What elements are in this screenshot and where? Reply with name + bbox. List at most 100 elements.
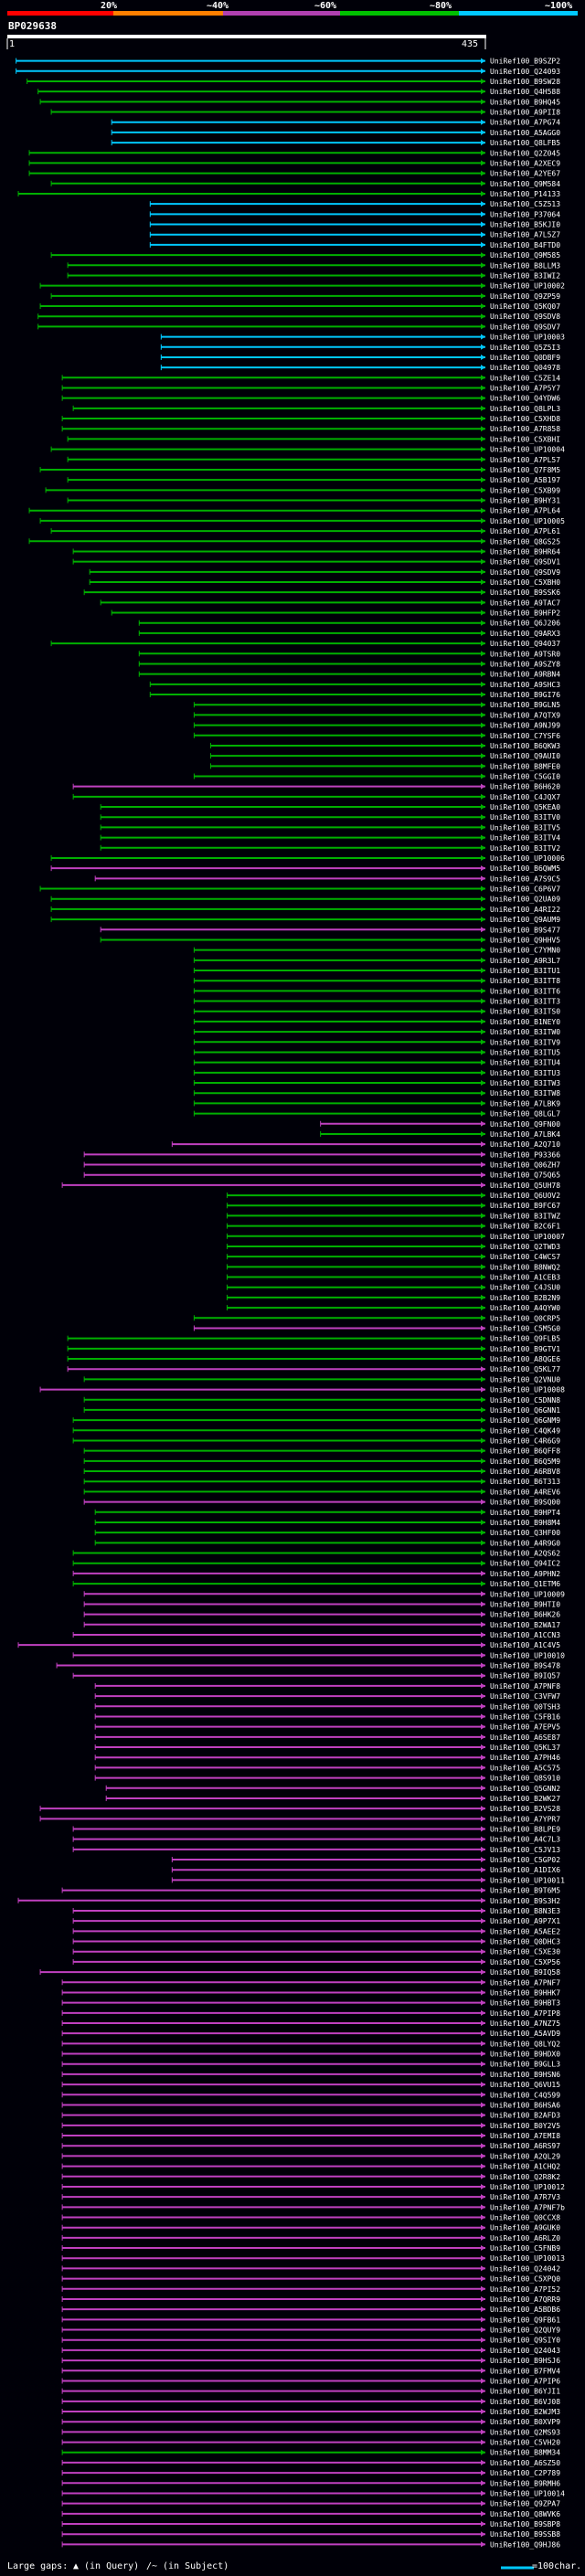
hit-label[interactable]: UniRef100_C5XBH0 <box>490 578 560 587</box>
hit-label[interactable]: UniRef100_B3ITW0 <box>490 1028 560 1036</box>
hit-row[interactable]: UniRef100_Q2VNU0 <box>83 1375 560 1383</box>
hit-row[interactable]: UniRef100_B9HHK7 <box>61 1988 560 1997</box>
hit-row[interactable]: UniRef100_Q8LFB5 <box>111 139 560 147</box>
hit-label[interactable]: UniRef100_A2QL29 <box>490 2152 560 2160</box>
hit-row[interactable]: UniRef100_Q9SDV8 <box>37 313 561 321</box>
hit-label[interactable]: UniRef100_B8LPE9 <box>490 1825 560 1833</box>
hit-row[interactable]: UniRef100_C4JSU0 <box>226 1284 560 1292</box>
hit-row[interactable]: UniRef100_B3ITU1 <box>193 967 560 975</box>
hit-label[interactable]: UniRef100_B6Q5M9 <box>490 1458 560 1466</box>
hit-row[interactable]: UniRef100_Q0DHC3 <box>72 1938 560 1946</box>
hit-row[interactable]: UniRef100_B8N3E3 <box>72 1907 560 1915</box>
hit-label[interactable]: UniRef100_Q9AUM9 <box>490 916 560 924</box>
hit-label[interactable]: UniRef100_C4Q599 <box>490 2091 560 2099</box>
hit-label[interactable]: UniRef100_Q2VNU0 <box>490 1375 560 1383</box>
hit-label[interactable]: UniRef100_A9NJ99 <box>490 722 560 730</box>
hit-label[interactable]: UniRef100_Q9FLB5 <box>490 1335 560 1343</box>
hit-label[interactable]: UniRef100_B9SQ00 <box>490 1499 560 1507</box>
hit-label[interactable]: UniRef100_B9HFP2 <box>490 610 560 618</box>
hit-label[interactable]: UniRef100_B6QFF8 <box>490 1447 560 1456</box>
hit-label[interactable]: UniRef100_C5XHD8 <box>490 415 560 423</box>
hit-label[interactable]: UniRef100_A7R858 <box>490 425 560 433</box>
hit-label[interactable]: UniRef100_Q4H588 <box>490 88 560 96</box>
hit-row[interactable]: UniRef100_C5XBH0 <box>89 578 560 587</box>
hit-label[interactable]: UniRef100_C5XP56 <box>490 1958 560 1966</box>
hit-row[interactable]: UniRef100_B2B2N9 <box>226 1294 560 1302</box>
hit-label[interactable]: UniRef100_B9SZP2 <box>490 58 560 66</box>
hit-row[interactable]: UniRef100_Q9ARX3 <box>138 630 560 638</box>
hit-label[interactable]: UniRef100_Q6J206 <box>490 620 560 628</box>
hit-row[interactable]: UniRef100_A5BDB6 <box>61 2306 560 2314</box>
hit-label[interactable]: UniRef100_C4JSU0 <box>490 1284 560 1292</box>
hit-row[interactable]: UniRef100_Q6GNM9 <box>72 1416 560 1425</box>
hit-row[interactable]: UniRef100_P37064 <box>149 210 560 218</box>
hit-row[interactable]: UniRef100_Q8LGL7 <box>193 1110 560 1118</box>
hit-row[interactable]: UniRef100_B4FTD0 <box>149 241 560 249</box>
hit-label[interactable]: UniRef100_UP10012 <box>490 2183 565 2191</box>
hit-label[interactable]: UniRef100_C5M5G0 <box>490 1324 560 1332</box>
hit-row[interactable]: UniRef100_C5M5G0 <box>193 1324 560 1332</box>
hit-row[interactable]: UniRef100_Q5KL37 <box>94 1744 560 1752</box>
hit-row[interactable]: UniRef100_A9PHN2 <box>72 1570 560 1578</box>
hit-row[interactable]: UniRef100_B9HPT4 <box>94 1509 560 1517</box>
hit-row[interactable]: UniRef100_B6H620 <box>72 783 560 791</box>
hit-label[interactable]: UniRef100_B7FMV4 <box>490 2367 560 2375</box>
hit-row[interactable]: UniRef100_A7P5Y7 <box>61 384 560 392</box>
hit-row[interactable]: UniRef100_Q7F8M5 <box>39 466 560 474</box>
hit-label[interactable]: UniRef100_B9HY31 <box>490 497 560 505</box>
hit-row[interactable]: UniRef100_UP10010 <box>72 1651 565 1659</box>
hit-label[interactable]: UniRef100_B2WJM3 <box>490 2408 560 2416</box>
hit-row[interactable]: UniRef100_A5B197 <box>67 476 560 484</box>
hit-label[interactable]: UniRef100_Q2MS93 <box>490 2428 560 2436</box>
hit-label[interactable]: UniRef100_A7EMI8 <box>490 2132 560 2140</box>
hit-row[interactable]: UniRef100_B9SSB8 <box>61 2530 560 2539</box>
hit-label[interactable]: UniRef100_A9R3L7 <box>490 957 560 965</box>
hit-row[interactable]: UniRef100_C5GP02 <box>171 1856 560 1864</box>
hit-label[interactable]: UniRef100_B2C6F1 <box>490 1223 560 1231</box>
hit-label[interactable]: UniRef100_C4WCS7 <box>490 1253 560 1261</box>
hit-row[interactable]: UniRef100_B8LLM3 <box>67 261 560 270</box>
hit-row[interactable]: UniRef100_B9HY31 <box>67 497 560 505</box>
hit-row[interactable]: UniRef100_B0Y2V5 <box>61 2122 560 2130</box>
hit-row[interactable]: UniRef100_P14133 <box>17 190 560 198</box>
hit-row[interactable]: UniRef100_Q9HJ86 <box>61 2540 560 2549</box>
hit-label[interactable]: UniRef100_Q8LGL7 <box>490 1110 560 1118</box>
hit-label[interactable]: UniRef100_Q24042 <box>490 2264 560 2273</box>
hit-label[interactable]: UniRef100_B3ITV4 <box>490 834 560 843</box>
hit-row[interactable]: UniRef100_B9FC67 <box>226 1202 560 1210</box>
hit-label[interactable]: UniRef100_Q8GS25 <box>490 537 560 546</box>
hit-label[interactable]: UniRef100_A7PL57 <box>490 456 560 464</box>
hit-label[interactable]: UniRef100_B6YJI1 <box>490 2388 560 2396</box>
hit-label[interactable]: UniRef100_B9T6M5 <box>490 1887 560 1895</box>
hit-label[interactable]: UniRef100_Q5Z5I3 <box>490 344 560 352</box>
hit-label[interactable]: UniRef100_Q4YDW6 <box>490 395 560 403</box>
hit-label[interactable]: UniRef100_Q2UA09 <box>490 896 560 904</box>
hit-label[interactable]: UniRef100_Q9SDV8 <box>490 313 560 321</box>
hit-row[interactable]: UniRef100_Q75Q65 <box>83 1171 560 1180</box>
hit-row[interactable]: UniRef100_A7R7V3 <box>61 2193 560 2201</box>
hit-row[interactable]: UniRef100_UP10009 <box>83 1590 565 1598</box>
hit-row[interactable]: UniRef100_A7YPR7 <box>39 1815 560 1823</box>
hit-row[interactable]: UniRef100_B5KJI0 <box>149 221 560 229</box>
hit-row[interactable]: UniRef100_UP10013 <box>61 2254 565 2263</box>
hit-row[interactable]: UniRef100_Q4H588 <box>37 88 561 96</box>
hit-label[interactable]: UniRef100_B9S478 <box>490 1662 560 1670</box>
hit-label[interactable]: UniRef100_A6SZ50 <box>490 2459 560 2467</box>
hit-label[interactable]: UniRef100_C4JQX7 <box>490 793 560 801</box>
hit-label[interactable]: UniRef100_A7EPV5 <box>490 1723 560 1732</box>
hit-label[interactable]: UniRef100_Q5KL77 <box>490 1365 560 1373</box>
hit-label[interactable]: UniRef100_P93366 <box>490 1150 560 1159</box>
hit-row[interactable]: UniRef100_B3ITW8 <box>193 1089 560 1097</box>
hit-row[interactable]: UniRef100_B3ITV4 <box>100 834 560 843</box>
hit-label[interactable]: UniRef100_Q9ZPA7 <box>490 2500 560 2508</box>
hit-row[interactable]: UniRef100_B3ITV5 <box>100 823 560 832</box>
hit-row[interactable]: UniRef100_A9TAC7 <box>100 599 560 607</box>
hit-row[interactable]: UniRef100_Q04978 <box>160 364 560 372</box>
hit-row[interactable]: UniRef100_Q8GS25 <box>28 537 560 546</box>
hit-row[interactable]: UniRef100_B6T313 <box>83 1478 560 1486</box>
hit-row[interactable]: UniRef100_A9RBN4 <box>138 671 560 679</box>
hit-row[interactable]: UniRef100_A6SZ50 <box>61 2459 560 2467</box>
hit-row[interactable]: UniRef100_A6RS97 <box>61 2142 560 2150</box>
hit-label[interactable]: UniRef100_Q6VU15 <box>490 2081 560 2089</box>
hit-row[interactable]: UniRef100_A1C4V5 <box>17 1641 560 1649</box>
